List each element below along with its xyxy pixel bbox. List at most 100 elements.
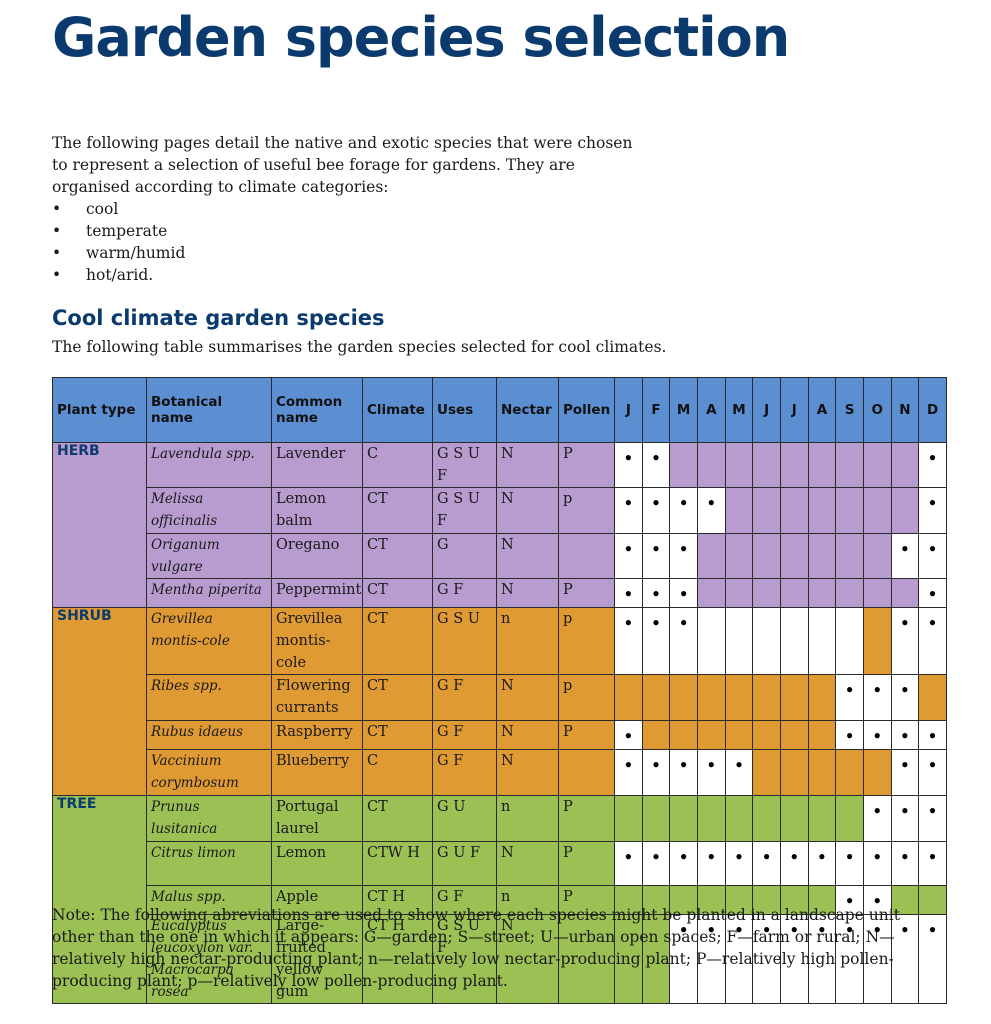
common-name-cell: Oregano [271, 533, 363, 579]
flowering-dot-icon: ● [624, 586, 632, 600]
climate-cell: CT [362, 487, 433, 534]
nectar-cell: N [496, 841, 559, 886]
climate-cell: CT [362, 533, 433, 579]
flowering-dot-icon: ● [928, 586, 937, 600]
nectar-cell: N [496, 487, 559, 534]
month-cell [918, 885, 947, 915]
flowering-dot-icon: ● [818, 922, 826, 936]
common-name-cell: Lavender [271, 442, 363, 488]
month-cell: ● [696, 749, 726, 796]
nectar-cell: N [496, 533, 559, 579]
month-cell: ● [669, 914, 698, 1004]
botanical-name-cell: Lavendula spp. [146, 442, 272, 488]
month-cell: ● [890, 607, 920, 675]
month-cell: ● [779, 914, 809, 1004]
common-name-cell: Grevillea montis-cole [271, 607, 363, 675]
month-cell [752, 607, 781, 675]
common-name-cell: Blueberry [271, 749, 363, 796]
month-cell [807, 795, 837, 842]
common-name-cell: Lemon [271, 841, 363, 886]
month-cell: ● [752, 914, 781, 1004]
flowering-dot-icon: ● [735, 757, 743, 771]
header-month: D [918, 377, 947, 443]
flowering-dot-icon: ● [624, 849, 632, 863]
month-cell [807, 487, 837, 534]
month-cell: ● [641, 442, 671, 488]
month-cell: ● [918, 795, 947, 842]
flowering-dot-icon: ● [652, 586, 660, 600]
month-cell: ● [614, 578, 643, 608]
month-cell [696, 442, 726, 488]
month-cell: ● [862, 841, 892, 886]
climate-list-item: • warm/humid [52, 244, 186, 262]
header-month: J [752, 377, 781, 443]
month-cell [752, 795, 781, 842]
flowering-dot-icon: ● [624, 757, 632, 771]
month-cell [918, 674, 947, 721]
month-cell: ● [641, 607, 671, 675]
table-row: Eucalyptus leucoxylon var. Macrocarpa ro… [53, 914, 947, 1004]
month-cell [862, 533, 892, 579]
nectar-cell: N [496, 720, 559, 750]
month-cell [696, 795, 726, 842]
header-month: M [724, 377, 754, 443]
month-cell: ● [862, 914, 892, 1004]
bullet-icon: • [52, 266, 62, 284]
month-cell: ● [614, 720, 643, 750]
flowering-dot-icon: ● [873, 893, 881, 907]
month-cell [641, 720, 671, 750]
uses-cell: G U F [432, 841, 497, 886]
month-cell [862, 578, 892, 608]
month-cell [779, 749, 809, 796]
flowering-dot-icon: ● [652, 757, 660, 771]
month-cell: ● [641, 533, 671, 579]
month-cell [779, 607, 809, 675]
pollen-cell: P [558, 841, 615, 886]
header-month: M [669, 377, 698, 443]
month-cell [724, 674, 754, 721]
flowering-dot-icon: ● [680, 615, 688, 629]
month-cell [752, 720, 781, 750]
month-cell [862, 487, 892, 534]
pollen-cell [558, 533, 615, 579]
flowering-dot-icon: ● [901, 803, 909, 817]
month-cell [862, 749, 892, 796]
month-cell: ● [862, 885, 892, 915]
month-cell [835, 607, 864, 675]
month-cell [752, 442, 781, 488]
month-cell: ● [835, 914, 864, 1004]
flowering-dot-icon: ● [873, 849, 881, 863]
header-month: S [835, 377, 864, 443]
month-cell: ● [669, 607, 698, 675]
climate-cell: CT H [362, 885, 433, 915]
month-cell [724, 795, 754, 842]
common-name-cell: Raspberry [271, 720, 363, 750]
month-cell: ● [724, 914, 754, 1004]
flowering-dot-icon: ● [928, 757, 937, 771]
month-cell [807, 578, 837, 608]
pollen-cell [558, 914, 615, 1004]
bullet-icon: • [52, 200, 62, 218]
botanical-name-cell: Eucalyptus leucoxylon var. Macrocarpa ro… [146, 914, 272, 1004]
month-cell [696, 578, 726, 608]
flowering-dot-icon: ● [845, 922, 854, 936]
header-botanical-name: Botanical name [146, 377, 272, 443]
month-cell [890, 442, 920, 488]
month-cell [779, 487, 809, 534]
flowering-dot-icon: ● [928, 849, 937, 863]
climate-list-item: • hot/arid. [52, 266, 154, 284]
month-cell [752, 885, 781, 915]
botanical-name-cell: Malus spp. [146, 885, 272, 915]
header-uses: Uses [432, 377, 497, 443]
flowering-dot-icon: ● [735, 922, 743, 936]
header-climate: Climate [362, 377, 433, 443]
month-cell [752, 749, 781, 796]
plant-type-cell: TREE [52, 795, 147, 1004]
plant-type-cell: HERB [52, 442, 147, 608]
month-cell [614, 885, 643, 915]
flowering-dot-icon: ● [624, 495, 632, 509]
uses-cell: G S U F [432, 914, 497, 1004]
flowering-dot-icon: ● [624, 615, 632, 629]
month-cell: ● [890, 533, 920, 579]
